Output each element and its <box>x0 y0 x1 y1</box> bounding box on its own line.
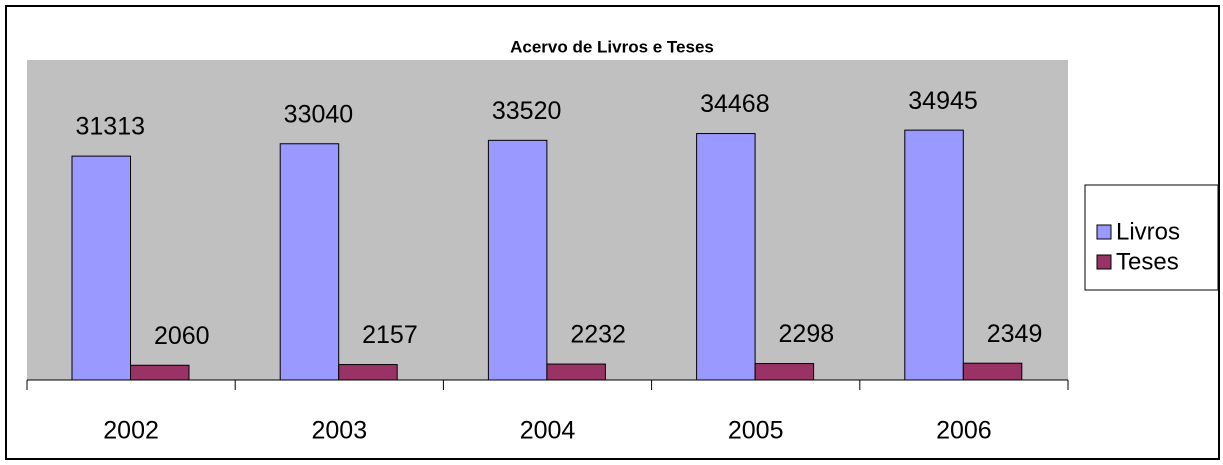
bar <box>754 363 815 381</box>
x-tick-label: 2004 <box>520 417 576 445</box>
x-tick-label: 2005 <box>728 417 784 445</box>
chart-title: Acervo de Livros e Teses <box>510 37 714 56</box>
bar <box>130 364 190 381</box>
bar <box>546 363 606 381</box>
x-tick-label: 2003 <box>311 417 367 445</box>
bar <box>696 133 756 381</box>
bar <box>338 364 398 381</box>
value-label: 2060 <box>154 322 210 350</box>
value-label: 2157 <box>362 321 418 349</box>
x-tick-label: 2002 <box>103 417 159 445</box>
value-label: 31313 <box>75 113 145 141</box>
plot-area <box>27 60 1068 380</box>
value-label: 2232 <box>570 321 626 349</box>
legend-label: Teses <box>1116 248 1179 275</box>
legend-swatch <box>1096 224 1112 240</box>
bar <box>904 129 964 381</box>
value-label: 33520 <box>492 97 562 125</box>
bar <box>279 143 340 381</box>
value-label: 2298 <box>779 320 835 348</box>
value-label: 34945 <box>908 87 978 115</box>
value-label: 33040 <box>284 100 354 128</box>
value-label: 2349 <box>987 320 1043 348</box>
bar <box>962 362 1023 381</box>
bar <box>71 155 131 381</box>
legend-label: Livros <box>1116 218 1180 245</box>
bar <box>487 139 548 381</box>
value-label: 34468 <box>700 90 770 118</box>
legend-swatch <box>1096 254 1112 270</box>
x-tick-label: 2006 <box>936 417 992 445</box>
